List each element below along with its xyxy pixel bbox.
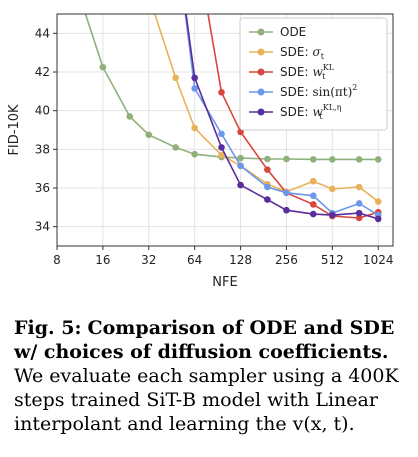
- data-point: [191, 74, 198, 82]
- data-point: [355, 209, 363, 217]
- y-tick-label: 40: [35, 104, 50, 118]
- data-point: [309, 177, 317, 185]
- legend-marker-ode: [257, 28, 265, 36]
- legend-marker-sde-sin: [257, 88, 265, 96]
- data-point: [374, 215, 382, 223]
- data-point: [374, 198, 382, 205]
- series-layer: [84, 14, 382, 223]
- data-point: [309, 192, 317, 200]
- data-point: [218, 89, 225, 96]
- data-point: [355, 214, 363, 222]
- legend-marker-sde-sigma: [257, 48, 265, 56]
- x-tick-label: 64: [187, 253, 202, 267]
- fid-chart: 8 16 32 64 128 256 512 1024 34 36 38 40 42 44 NFE FI…: [7, 13, 394, 290]
- data-point: [237, 154, 244, 162]
- data-point: [126, 113, 134, 120]
- x-tick-label: 128: [229, 253, 252, 267]
- data-point: [355, 183, 363, 191]
- data-point: [264, 183, 271, 191]
- data-point: [172, 144, 179, 151]
- data-point: [264, 196, 271, 203]
- data-point: [283, 155, 290, 163]
- legend-marker-sde-wkleta: [257, 108, 265, 116]
- data-point: [264, 155, 271, 163]
- y-tick-label: 44: [35, 26, 50, 40]
- x-axis-label: NFE: [212, 275, 237, 290]
- legend-prefix: SDE:: [280, 65, 308, 79]
- data-point: [264, 166, 271, 173]
- caption-label: Fig. 5:: [14, 317, 82, 339]
- y-tick-label: 42: [35, 65, 50, 79]
- x-axis-ticks: 8 16 32 64 128 256 512 1024: [53, 246, 394, 267]
- legend-label-sde-sin: SDE: sin(πt)2: [280, 83, 357, 99]
- figure-caption: Fig. 5: Comparison of ODE and SDE w/ cho…: [14, 316, 406, 436]
- legend-prefix: SDE:: [280, 85, 308, 99]
- data-point: [329, 156, 336, 163]
- data-point: [218, 151, 225, 159]
- y-axis-ticks: 34 36 38 40 42 44: [35, 26, 57, 234]
- data-point: [374, 156, 382, 163]
- data-point: [172, 74, 179, 82]
- data-point: [309, 156, 317, 163]
- series-line: [185, 14, 379, 220]
- legend-prefix: SDE:: [280, 45, 308, 59]
- legend-label-ode: ODE: [280, 25, 306, 39]
- data-point: [329, 185, 336, 193]
- series-0: [84, 14, 382, 163]
- data-point: [329, 211, 336, 219]
- data-point: [191, 85, 198, 92]
- y-axis-label: FID-10K: [7, 104, 22, 156]
- data-point: [145, 131, 153, 139]
- y-tick-label: 34: [35, 220, 50, 234]
- data-point: [191, 124, 198, 132]
- data-point: [218, 130, 225, 138]
- legend-marker-sde-wkl: [257, 68, 265, 76]
- data-point: [191, 150, 198, 158]
- data-point: [283, 189, 290, 197]
- series-4: [185, 14, 382, 223]
- x-tick-label: 512: [321, 253, 344, 267]
- data-point: [218, 144, 225, 151]
- plot-frame: [56, 13, 394, 247]
- y-tick-label: 38: [35, 142, 50, 156]
- data-point: [237, 181, 244, 189]
- data-point: [355, 200, 363, 207]
- data-point: [309, 201, 317, 208]
- x-tick-label: 16: [95, 253, 110, 267]
- legend-prefix: SDE:: [280, 105, 308, 119]
- x-tick-label: 256: [275, 253, 298, 267]
- caption-body: We evaluate each sampler using a 400K st…: [14, 365, 399, 435]
- legend: ODE SDE: σt SDE: wKL t SDE: sin(πt)2 SDE: wKL…: [239, 17, 388, 131]
- data-point: [99, 63, 107, 71]
- legend-label-sde-wkl: SDE: wKL t: [280, 63, 335, 81]
- legend-label-sde-sigma: SDE: σt: [280, 45, 325, 61]
- legend-box: [239, 17, 388, 131]
- data-point: [355, 156, 363, 163]
- y-tick-label: 36: [35, 181, 50, 195]
- data-point: [309, 210, 317, 218]
- data-point: [237, 162, 244, 170]
- x-tick-label: 1024: [363, 253, 394, 267]
- data-point: [283, 206, 290, 214]
- legend-label-sde-wkleta: SDE: wKL,η t: [280, 103, 342, 121]
- caption-title: Comparison of ODE and SDE w/ choices of …: [14, 317, 395, 363]
- x-tick-label: 32: [141, 253, 156, 267]
- x-tick-label: 8: [53, 253, 61, 267]
